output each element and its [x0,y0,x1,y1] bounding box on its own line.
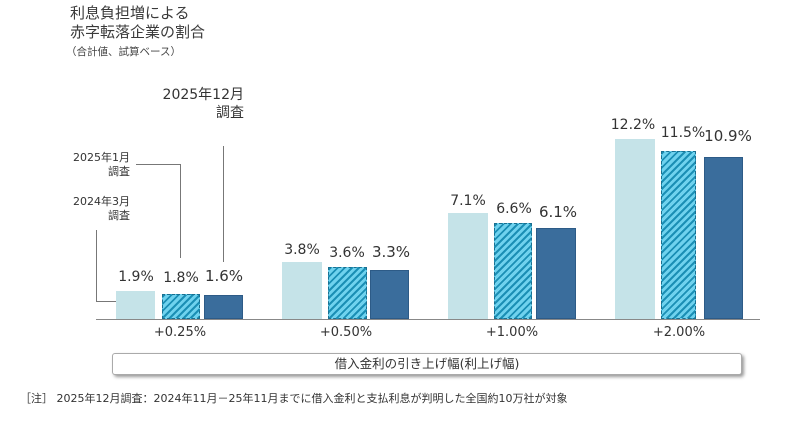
legend-dec2025-line1: 2025年12月 [162,87,244,103]
bar-jan2025-2.00 [661,151,696,319]
bar-jan2025-1.00 [494,223,532,319]
value-label: 1.6% [204,267,244,285]
legend-jan2025-line2: 調査 [108,165,130,178]
value-label: 10.9% [704,127,752,145]
bar-dec2025-0.50 [370,270,409,319]
legend-mar2024-line2: 調査 [108,209,130,222]
legend-jan2025-line1: 2025年1月 [73,151,130,164]
value-label: 12.2% [610,117,656,133]
leader-line-dec2025 [223,146,224,262]
value-label: 6.1% [538,203,578,221]
value-label: 11.5% [660,125,706,141]
legend-dec2025: 2025年12月 調査 [120,86,244,122]
chart-title-line2: 赤字転落企業の割合 [70,23,206,41]
value-label: 6.6% [496,201,532,217]
legend-dec2025-line2: 調査 [216,105,244,121]
bar-jan2025-0.25 [162,294,200,319]
legend-mar2024: 2024年3月 調査 [30,195,130,223]
category-label: +0.50% [319,325,373,340]
chart-title: 利息負担増による 赤字転落企業の割合 [70,4,205,42]
legend-mar2024-line1: 2024年3月 [73,195,130,208]
value-label: 1.9% [118,269,154,285]
value-label: 3.3% [371,243,411,261]
value-label: 3.8% [284,242,320,258]
bar-mar2024-1.00 [448,213,488,319]
category-label: +0.25% [153,325,207,340]
chart-subtitle: （合計値、試算ベース） [66,46,181,58]
leader-line-jan2025-v [180,164,181,258]
leader-line-mar2024-v [96,230,97,302]
legend-jan2025: 2025年1月 調査 [30,151,130,179]
bar-dec2025-0.25 [204,295,243,319]
bar-mar2024-2.00 [615,139,655,319]
bar-dec2025-1.00 [536,228,576,319]
bar-jan2025-0.50 [328,267,367,319]
value-label: 7.1% [450,193,486,209]
bar-mar2024-0.25 [116,291,155,319]
bar-mar2024-0.50 [282,262,322,319]
bar-dec2025-2.00 [704,157,743,319]
value-label: 3.6% [329,245,365,261]
value-label: 1.8% [163,270,199,286]
footnote: ［注］ 2025年12月調査：2024年11月－25年11月までに借入金利と支払… [20,392,568,405]
x-axis-title: 借入金利の引き上げ幅(利上げ幅) [112,353,742,375]
leader-line-mar2024-h [96,301,116,302]
category-label: +2.00% [652,325,706,340]
x-axis-line [96,319,760,320]
leader-line-jan2025-h [136,164,181,165]
category-label: +1.00% [485,325,539,340]
chart-title-line1: 利息負担増による [70,4,190,22]
